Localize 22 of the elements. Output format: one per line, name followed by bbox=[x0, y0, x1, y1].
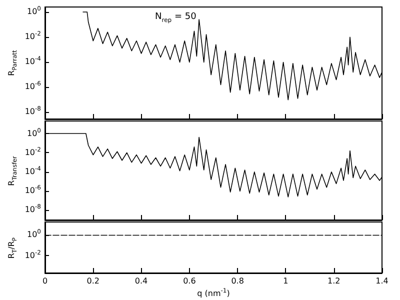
x-tick-label: 1.4 bbox=[376, 276, 388, 286]
x-tick-label: 0 bbox=[42, 276, 48, 286]
y-tick-label: 10$^{0}$ bbox=[26, 126, 41, 138]
y-tick-label: 10$^{0}$ bbox=[26, 5, 41, 17]
x-tick-label: 0.4 bbox=[134, 276, 148, 286]
y-tick-label: 10$^{0}$ bbox=[26, 228, 41, 240]
y-tick-label: 10$^{-2}$ bbox=[24, 30, 41, 42]
y-tick-label: 10$^{-8}$ bbox=[24, 106, 41, 118]
y-tick-label: 10$^{-2}$ bbox=[24, 249, 41, 261]
x-tick-label: 0.8 bbox=[231, 276, 244, 286]
x-tick-label: 0.6 bbox=[183, 276, 196, 286]
y-tick-label: 10$^{-2}$ bbox=[24, 146, 41, 158]
x-tick-label: 1 bbox=[283, 276, 288, 286]
y-tick-label: 10$^{-4}$ bbox=[24, 56, 41, 68]
y-tick-label: 10$^{-8}$ bbox=[24, 204, 41, 216]
x-tick-label: 0.2 bbox=[86, 276, 100, 286]
y-tick-label: 10$^{-6}$ bbox=[24, 80, 41, 92]
y-tick-label: 10$^{-6}$ bbox=[24, 184, 41, 196]
x-axis-title: q (nm$^{-1}$) bbox=[197, 287, 230, 299]
annotation: N$_{rep}$ = 50 bbox=[155, 12, 196, 24]
x-tick-label: 1.2 bbox=[327, 276, 340, 286]
y-tick-label: 10$^{-4}$ bbox=[24, 165, 41, 177]
